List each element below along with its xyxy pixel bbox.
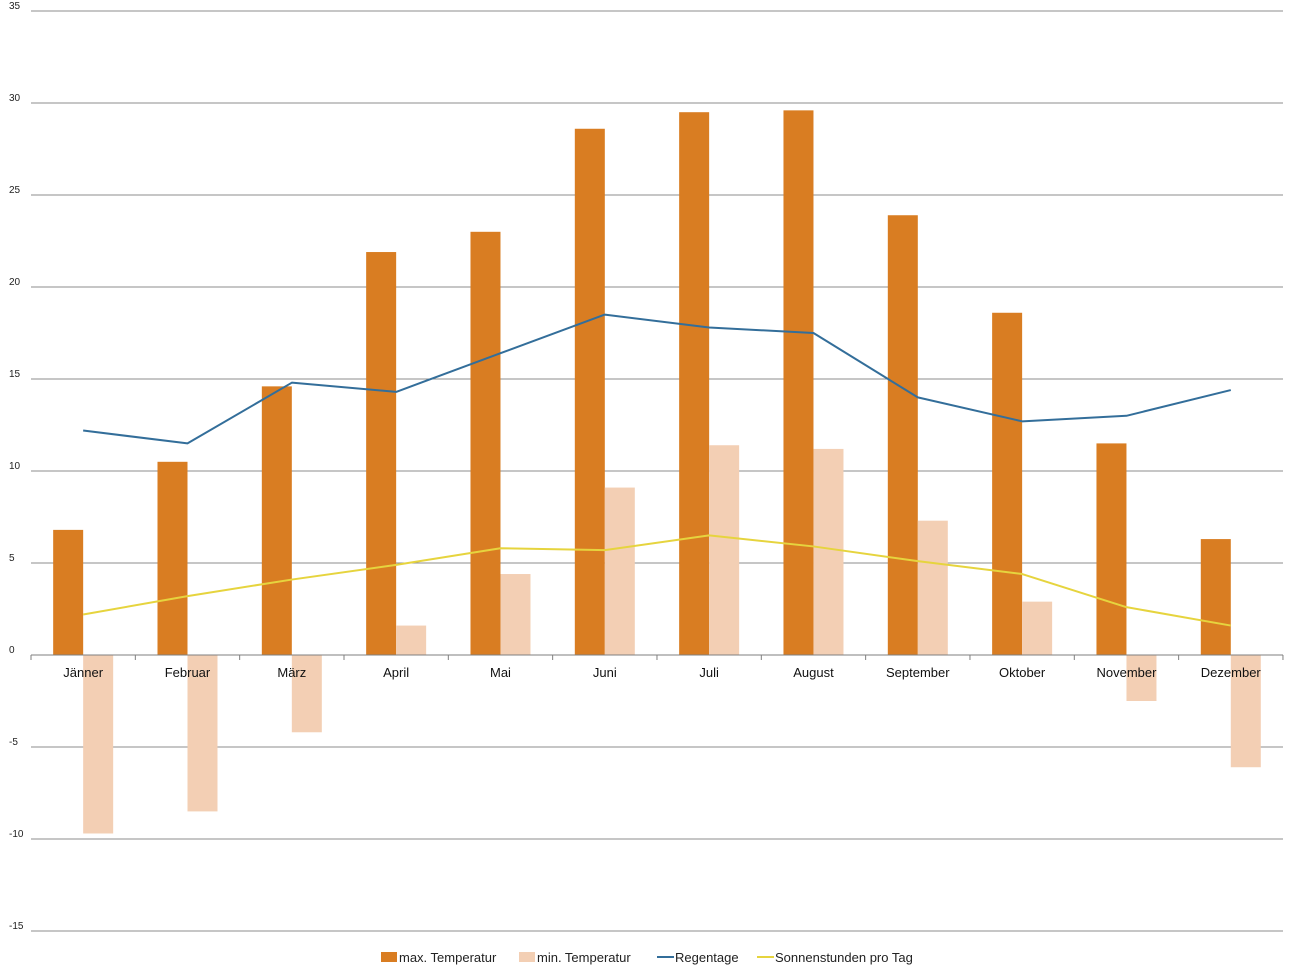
category-label: Dezember <box>1201 665 1262 680</box>
bar <box>53 529 84 655</box>
y-tick-label: -15 <box>9 921 24 932</box>
bar <box>1200 539 1231 655</box>
bar <box>83 655 114 834</box>
bar <box>261 386 292 655</box>
legend-label: Sonnenstunden pro Tag <box>775 950 913 965</box>
y-tick-label: 0 <box>9 645 15 656</box>
bar <box>917 520 948 655</box>
gridlines <box>31 10 1283 932</box>
legend-swatch <box>519 952 535 962</box>
bar <box>470 231 501 656</box>
legend-label: Regentage <box>675 950 739 965</box>
category-label: Mai <box>490 665 511 680</box>
category-label: Jänner <box>63 665 103 680</box>
category-label: April <box>383 665 409 680</box>
bar <box>1022 601 1053 655</box>
bar <box>783 110 814 656</box>
y-tick-label: 35 <box>9 1 21 12</box>
category-label: Februar <box>165 665 211 680</box>
category-label: Juli <box>699 665 719 680</box>
y-tick-label: 5 <box>9 553 15 564</box>
series-lines <box>82 313 1232 627</box>
bar <box>604 487 635 655</box>
bar <box>396 625 427 655</box>
bar <box>1096 443 1127 655</box>
bar <box>574 128 605 655</box>
y-tick-label: -5 <box>9 737 18 748</box>
bar <box>709 445 740 655</box>
category-label: Juni <box>593 665 617 680</box>
y-tick-label: 15 <box>9 369 21 380</box>
legend-swatch <box>381 952 397 962</box>
x-axis <box>30 654 1284 660</box>
bars <box>53 110 1261 834</box>
y-tick-label: 10 <box>9 461 21 472</box>
bar <box>1230 655 1261 768</box>
category-labels: Jänner Februar März April Mai Juni Juli August S… <box>63 665 1261 680</box>
bar <box>187 655 218 812</box>
bar <box>679 112 710 655</box>
bar <box>887 215 918 656</box>
y-axis-ticks: 35 30 25 20 15 10 5 0 -5 -10 -15 <box>9 1 24 932</box>
legend-label: min. Temperatur <box>537 950 631 965</box>
category-label: September <box>886 665 950 680</box>
y-tick-label: 25 <box>9 185 21 196</box>
category-label: März <box>277 665 306 680</box>
bar <box>366 252 397 656</box>
y-tick-label: 30 <box>9 93 21 104</box>
category-label: November <box>1096 665 1157 680</box>
y-tick-label: 20 <box>9 277 21 288</box>
category-label: August <box>793 665 834 680</box>
bar <box>157 461 188 655</box>
bar <box>992 312 1023 655</box>
bar <box>500 574 531 655</box>
bar <box>813 448 844 655</box>
bar <box>291 655 322 733</box>
y-tick-label: -10 <box>9 829 24 840</box>
category-label: Oktober <box>999 665 1046 680</box>
series-line <box>83 313 1232 445</box>
legend-label: max. Temperatur <box>399 950 497 965</box>
legend: max. Temperatur min. Temperatur Regentage S… <box>381 950 913 965</box>
bar <box>1126 655 1157 701</box>
series-line <box>82 534 1231 627</box>
